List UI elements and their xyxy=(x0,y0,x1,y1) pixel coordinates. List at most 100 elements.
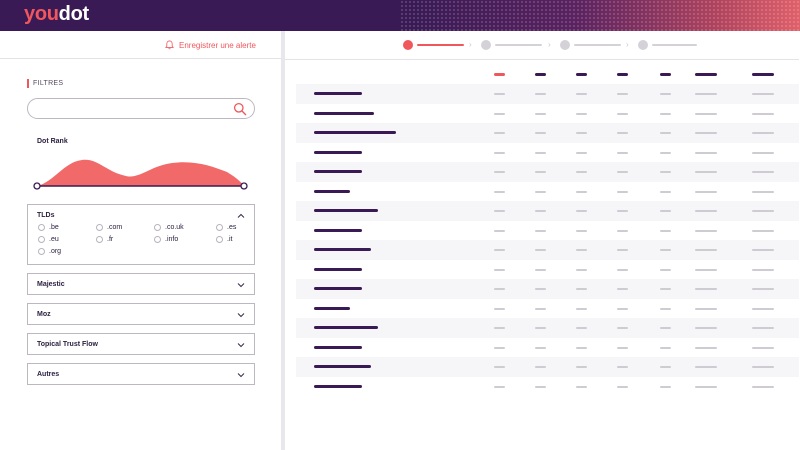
youdot-logo[interactable]: youdot xyxy=(24,3,89,26)
radio-button[interactable] xyxy=(216,236,223,243)
radio-button[interactable] xyxy=(216,224,223,231)
tlds-title[interactable]: TLDs xyxy=(37,212,55,219)
table-row[interactable] xyxy=(296,299,799,319)
cell-value-placeholder xyxy=(576,151,587,154)
chevron-down-icon[interactable] xyxy=(236,340,246,350)
column-header-6[interactable] xyxy=(695,73,717,76)
domain-name-placeholder[interactable] xyxy=(314,131,396,134)
majestic-section[interactable]: Majestic xyxy=(27,273,255,295)
cell-value-placeholder xyxy=(617,268,628,271)
tld-option[interactable]: .com xyxy=(96,224,122,231)
autres-section[interactable]: Autres xyxy=(27,363,255,385)
table-row[interactable] xyxy=(296,240,799,260)
domain-name-placeholder[interactable] xyxy=(314,209,378,212)
search-input[interactable] xyxy=(28,100,218,119)
domain-name-placeholder[interactable] xyxy=(314,228,362,232)
radio-button[interactable] xyxy=(154,236,161,243)
domain-name-placeholder[interactable] xyxy=(314,170,362,173)
table-row[interactable] xyxy=(296,84,799,104)
chevron-up-icon[interactable] xyxy=(236,211,246,221)
cell-value-placeholder xyxy=(576,229,587,232)
cell-value-placeholder xyxy=(494,346,505,349)
table-row[interactable] xyxy=(296,318,799,338)
cell-value-placeholder xyxy=(494,366,505,368)
column-header-7[interactable] xyxy=(752,73,774,76)
domain-name-placeholder[interactable] xyxy=(314,267,362,271)
radio-button[interactable] xyxy=(96,236,103,243)
table-row[interactable] xyxy=(296,201,799,221)
search-icon[interactable] xyxy=(233,102,247,116)
range-handle-max[interactable] xyxy=(240,182,248,190)
topical-trust-flow-section[interactable]: Topical Trust Flow xyxy=(27,333,255,355)
radio-button[interactable] xyxy=(96,224,103,231)
chevron-down-icon[interactable] xyxy=(236,370,246,380)
tld-option[interactable]: .be xyxy=(38,224,59,231)
domain-name-placeholder[interactable] xyxy=(314,345,362,349)
cell-value-placeholder xyxy=(752,171,774,173)
table-row[interactable] xyxy=(296,377,799,397)
cell-value-placeholder xyxy=(695,151,717,154)
radio-button[interactable] xyxy=(38,236,45,243)
table-row[interactable] xyxy=(296,221,799,241)
cell-value-placeholder xyxy=(752,268,774,271)
table-row[interactable] xyxy=(296,123,799,143)
radio-button[interactable] xyxy=(154,224,161,231)
logo-part-you: you xyxy=(24,3,59,25)
step-2-dot[interactable] xyxy=(481,40,491,50)
cell-value-placeholder xyxy=(752,366,774,368)
tld-label: .fr xyxy=(107,236,114,243)
cell-value-placeholder xyxy=(617,346,628,349)
column-header-5[interactable] xyxy=(660,73,671,76)
tld-option[interactable]: .org xyxy=(38,248,61,255)
tld-option[interactable]: .info xyxy=(154,236,178,243)
table-row[interactable] xyxy=(296,279,799,299)
cell-value-placeholder xyxy=(752,327,774,329)
column-header-4[interactable] xyxy=(617,73,628,76)
chevron-down-icon[interactable] xyxy=(236,310,246,320)
cell-value-placeholder xyxy=(494,385,505,388)
step-3-dot[interactable] xyxy=(560,40,570,50)
domain-name-placeholder[interactable] xyxy=(314,92,362,95)
step-1-label-placeholder xyxy=(417,44,464,46)
domain-name-placeholder[interactable] xyxy=(314,384,362,388)
range-handle-min[interactable] xyxy=(33,182,41,190)
moz-section[interactable]: Moz xyxy=(27,303,255,325)
domain-name-placeholder[interactable] xyxy=(314,287,362,290)
tld-option[interactable]: .es xyxy=(216,224,236,231)
table-row[interactable] xyxy=(296,143,799,163)
radio-button[interactable] xyxy=(38,248,45,255)
tld-option[interactable]: .fr xyxy=(96,236,113,243)
save-alert-button[interactable]: Enregistrer une alerte xyxy=(165,40,256,50)
table-row[interactable] xyxy=(296,260,799,280)
radio-button[interactable] xyxy=(38,224,45,231)
domain-name-placeholder[interactable] xyxy=(314,189,350,193)
step-1-dot[interactable] xyxy=(403,40,413,50)
cell-value-placeholder xyxy=(576,190,587,193)
tld-option[interactable]: .it xyxy=(216,236,232,243)
table-row[interactable] xyxy=(296,162,799,182)
domain-name-placeholder[interactable] xyxy=(314,248,371,251)
column-header-3[interactable] xyxy=(576,73,587,76)
table-row[interactable] xyxy=(296,357,799,377)
chevron-down-icon[interactable] xyxy=(236,280,246,290)
domain-name-placeholder[interactable] xyxy=(314,326,378,329)
domain-name-placeholder[interactable] xyxy=(314,365,371,368)
cell-value-placeholder xyxy=(695,327,717,329)
tld-option[interactable]: .eu xyxy=(38,236,59,243)
cell-value-placeholder xyxy=(695,249,717,251)
cell-value-placeholder xyxy=(617,385,628,388)
column-header-1[interactable] xyxy=(494,73,505,76)
table-row[interactable] xyxy=(296,182,799,202)
cell-value-placeholder xyxy=(660,288,671,290)
search-box[interactable] xyxy=(27,98,255,119)
cell-value-placeholder xyxy=(494,327,505,329)
tld-label: .eu xyxy=(49,236,59,243)
domain-name-placeholder[interactable] xyxy=(314,306,350,310)
step-4-dot[interactable] xyxy=(638,40,648,50)
domain-name-placeholder[interactable] xyxy=(314,111,374,115)
domain-name-placeholder[interactable] xyxy=(314,150,362,154)
column-header-2[interactable] xyxy=(535,73,546,76)
table-row[interactable] xyxy=(296,338,799,358)
cell-value-placeholder xyxy=(695,190,717,193)
tld-option[interactable]: .co.uk xyxy=(154,224,184,231)
